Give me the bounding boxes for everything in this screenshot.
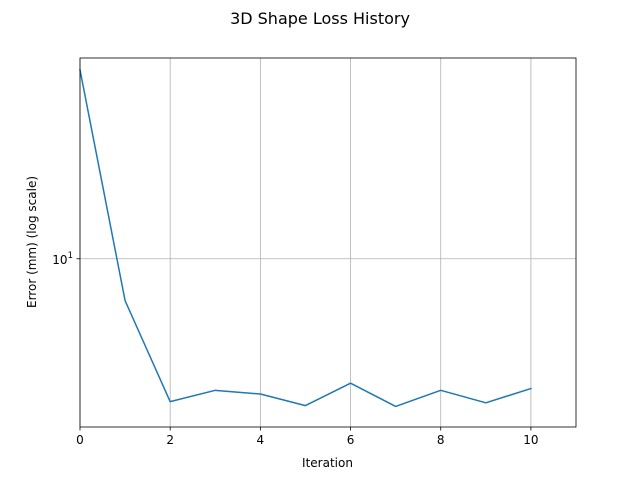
chart-title: 3D Shape Loss History (230, 9, 410, 28)
series-line (79, 69, 532, 408)
axis-ticks: 0 2 4 6 8 10 101 (52, 251, 538, 447)
grid-lines (79, 58, 576, 427)
plot-frame (79, 57, 577, 428)
y-axis-label: Error (mm) (log scale) (25, 176, 39, 308)
axes-frame (79, 57, 577, 428)
x-axis-label: Iteration (302, 456, 353, 470)
x-tick-label: 6 (347, 433, 355, 447)
x-tick-label: 0 (76, 433, 84, 447)
x-tick-label: 10 (523, 433, 538, 447)
x-tick-label: 8 (437, 433, 445, 447)
x-tick-label: 2 (166, 433, 174, 447)
x-tick-label: 4 (257, 433, 265, 447)
series-lines (79, 69, 532, 408)
y-tick-label: 101 (52, 251, 73, 267)
